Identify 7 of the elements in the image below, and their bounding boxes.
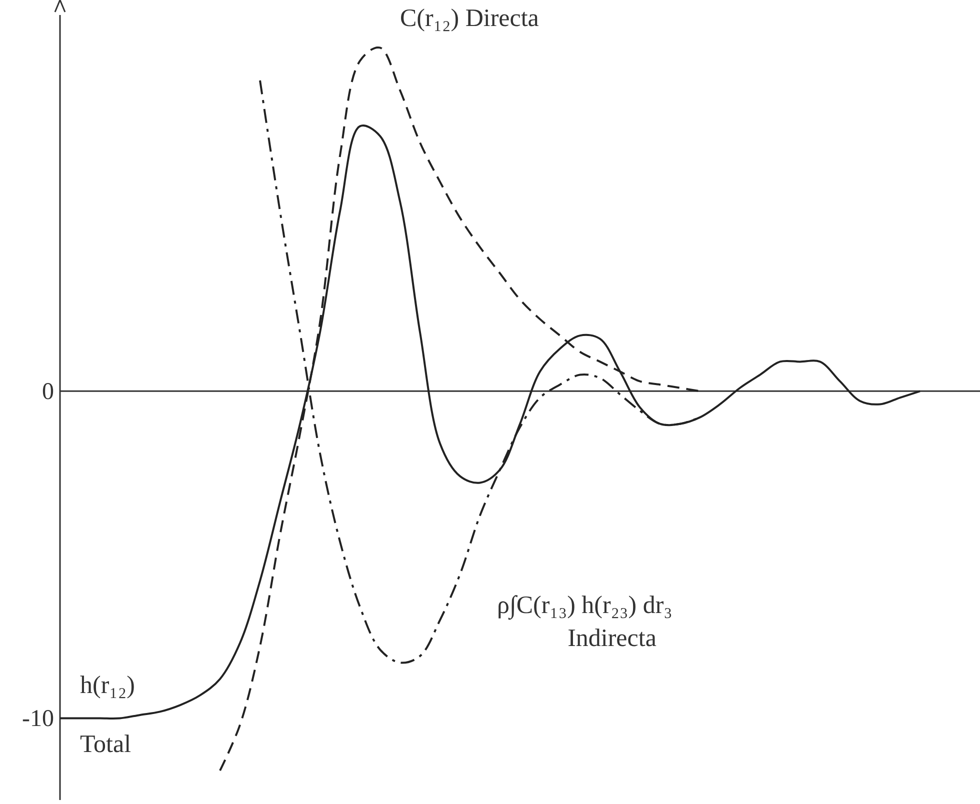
y-tick-label: -10 (22, 706, 54, 732)
annotation: Indirecta (568, 625, 656, 652)
y-tick-label: 0 (42, 378, 54, 405)
annotation: C(r₁₂) Directa (400, 5, 539, 32)
annotation: Total (80, 731, 132, 758)
annotation: h(r₁₂) (80, 672, 135, 699)
annotation: ρ∫C(r₁₃) h(r₂₃) dr₃ (497, 592, 672, 620)
